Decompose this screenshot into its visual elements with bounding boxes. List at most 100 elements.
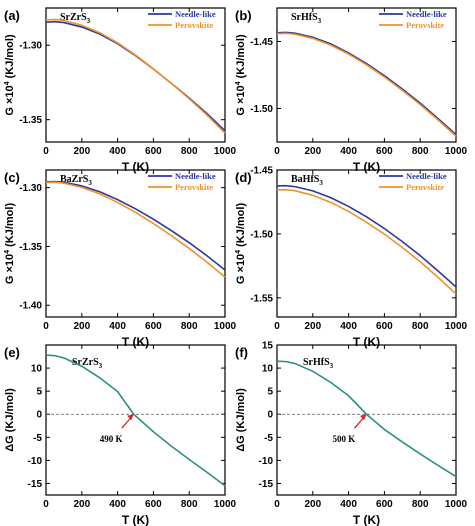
series-line-perovskite: [276, 32, 457, 137]
x-tick-label: 0: [274, 146, 280, 157]
chart-panel-2: 0 200 400 600 800 1000 -1.30 -1.35 -1.40 T (K) G ×…: [4, 169, 237, 349]
x-tick-label: 800: [412, 321, 429, 332]
x-axis-label: T (K): [353, 335, 380, 349]
compound-label: SrHfS3: [291, 12, 322, 25]
x-tick-label: 800: [412, 499, 429, 510]
y-tick-label: -1.45: [250, 37, 273, 48]
legend-entry: Needle-like: [175, 171, 216, 181]
x-tick-label: 200: [73, 499, 90, 510]
y-tick-label: 15: [262, 341, 274, 352]
y-tick-label: 10: [31, 364, 43, 375]
x-axis-label: T (K): [122, 160, 149, 174]
series-line-needle-like: [276, 31, 457, 136]
y-tick-label: -15: [28, 479, 43, 490]
y-axis-label: ΔG (KJ/mol): [235, 388, 247, 452]
x-tick-label: 0: [43, 321, 49, 332]
series-line-perovskite: [45, 18, 226, 134]
y-tick-label: -1.50: [250, 104, 273, 115]
y-tick-label: -1.35: [19, 242, 42, 253]
legend-entry: Needle-like: [406, 171, 447, 181]
x-tick-label: 600: [376, 499, 393, 510]
x-tick-label: 1000: [214, 499, 237, 510]
series-line-perovskite: [276, 188, 457, 295]
plot-frame: [276, 169, 457, 318]
x-tick-label: 600: [145, 321, 162, 332]
x-tick-label: 400: [109, 321, 126, 332]
x-tick-label: 200: [73, 321, 90, 332]
panel-letter: (d): [235, 170, 252, 185]
x-axis-label: T (K): [353, 160, 380, 174]
x-tick-label: 400: [340, 499, 357, 510]
x-tick-label: 0: [43, 499, 49, 510]
y-tick-label: -10: [259, 456, 274, 467]
x-tick-label: 800: [181, 499, 198, 510]
arrow-head: [360, 414, 367, 421]
x-tick-label: 1000: [214, 321, 237, 332]
x-tick-label: 400: [109, 499, 126, 510]
chart-panel-3: 0 200 400 600 800 1000 -1.45 -1.50 -1.55 T (K) G ×…: [235, 166, 468, 350]
y-tick-label: 5: [267, 387, 273, 398]
x-tick-label: 600: [145, 499, 162, 510]
x-tick-label: 1000: [445, 146, 468, 157]
chart-panel-5: 0 200 400 600 800 1000 15 10 5 0 -5 -10 -15 T (K) ΔG (…: [235, 341, 468, 526]
series-line-perovskite: [45, 181, 226, 278]
y-tick-label: 5: [36, 387, 42, 398]
y-tick-label: -10: [28, 456, 43, 467]
annotation-label: 490 K: [100, 434, 123, 444]
panel-letter: (c): [4, 170, 20, 185]
x-tick-label: 200: [73, 146, 90, 157]
compound-label: BaHfS3: [291, 174, 323, 187]
x-tick-label: 200: [304, 146, 321, 157]
panel-letter: (e): [4, 345, 20, 360]
x-tick-label: 0: [274, 499, 280, 510]
legend-entry: Perovskite: [406, 182, 444, 192]
series-line-delta-g: [45, 354, 226, 487]
y-axis-label: ΔG (KJ/mol): [4, 388, 16, 452]
panel-letter: (f): [235, 345, 248, 360]
x-tick-label: 400: [109, 146, 126, 157]
chart-panel-1: 0 200 400 600 800 1000 -1.45 -1.50 T (K) G ×104 (…: [235, 7, 468, 174]
x-tick-label: 400: [340, 321, 357, 332]
x-axis-label: T (K): [122, 335, 149, 349]
panel-letter: (b): [235, 8, 252, 23]
x-tick-label: 0: [274, 321, 280, 332]
y-tick-label: 10: [262, 364, 274, 375]
y-tick-label: -1.45: [250, 166, 273, 177]
y-axis-label: G ×104 (KJ/mol): [4, 34, 16, 116]
legend-entry: Needle-like: [175, 9, 216, 19]
y-tick-label: -15: [259, 479, 274, 490]
x-tick-label: 800: [181, 321, 198, 332]
x-tick-label: 800: [412, 146, 429, 157]
y-tick-label: -1.40: [19, 301, 42, 312]
series-line-needle-like: [45, 20, 226, 132]
x-tick-label: 600: [145, 146, 162, 157]
x-tick-label: 600: [376, 146, 393, 157]
y-axis-label: G ×104 (KJ/mol): [235, 203, 247, 285]
y-axis-label: G ×104 (KJ/mol): [4, 203, 16, 285]
chart-panel-0: 0 200 400 600 800 1000 -1.30 -1.35 T (K) G ×104 (…: [4, 7, 237, 174]
annotation-label: 500 K: [333, 434, 356, 444]
y-tick-label: 0: [267, 410, 273, 421]
legend-entry: Perovskite: [406, 20, 444, 30]
compound-label: SrHfS3: [303, 357, 334, 370]
x-tick-label: 1000: [445, 321, 468, 332]
compound-label: SrZrS3: [72, 357, 103, 370]
arrow-head: [127, 414, 134, 421]
plot-frame: [276, 7, 457, 143]
y-tick-label: -5: [33, 433, 42, 444]
chart-panel-4: 0 200 400 600 800 1000 10 5 0 -5 -10 -15 T (K) ΔG (KJ…: [4, 344, 237, 526]
plot-frame: [45, 344, 226, 496]
legend-entry: Needle-like: [406, 9, 447, 19]
x-tick-label: 800: [181, 146, 198, 157]
y-tick-label: -1.30: [19, 41, 42, 52]
series-line-needle-like: [276, 184, 457, 288]
x-tick-label: 600: [376, 321, 393, 332]
y-tick-label: -1.30: [19, 183, 42, 194]
x-tick-label: 0: [43, 146, 49, 157]
series-line-delta-g: [276, 360, 457, 478]
y-tick-label: 0: [36, 410, 42, 421]
x-tick-label: 1000: [445, 499, 468, 510]
panel-letter: (a): [4, 8, 20, 23]
y-tick-label: -1.50: [250, 229, 273, 240]
